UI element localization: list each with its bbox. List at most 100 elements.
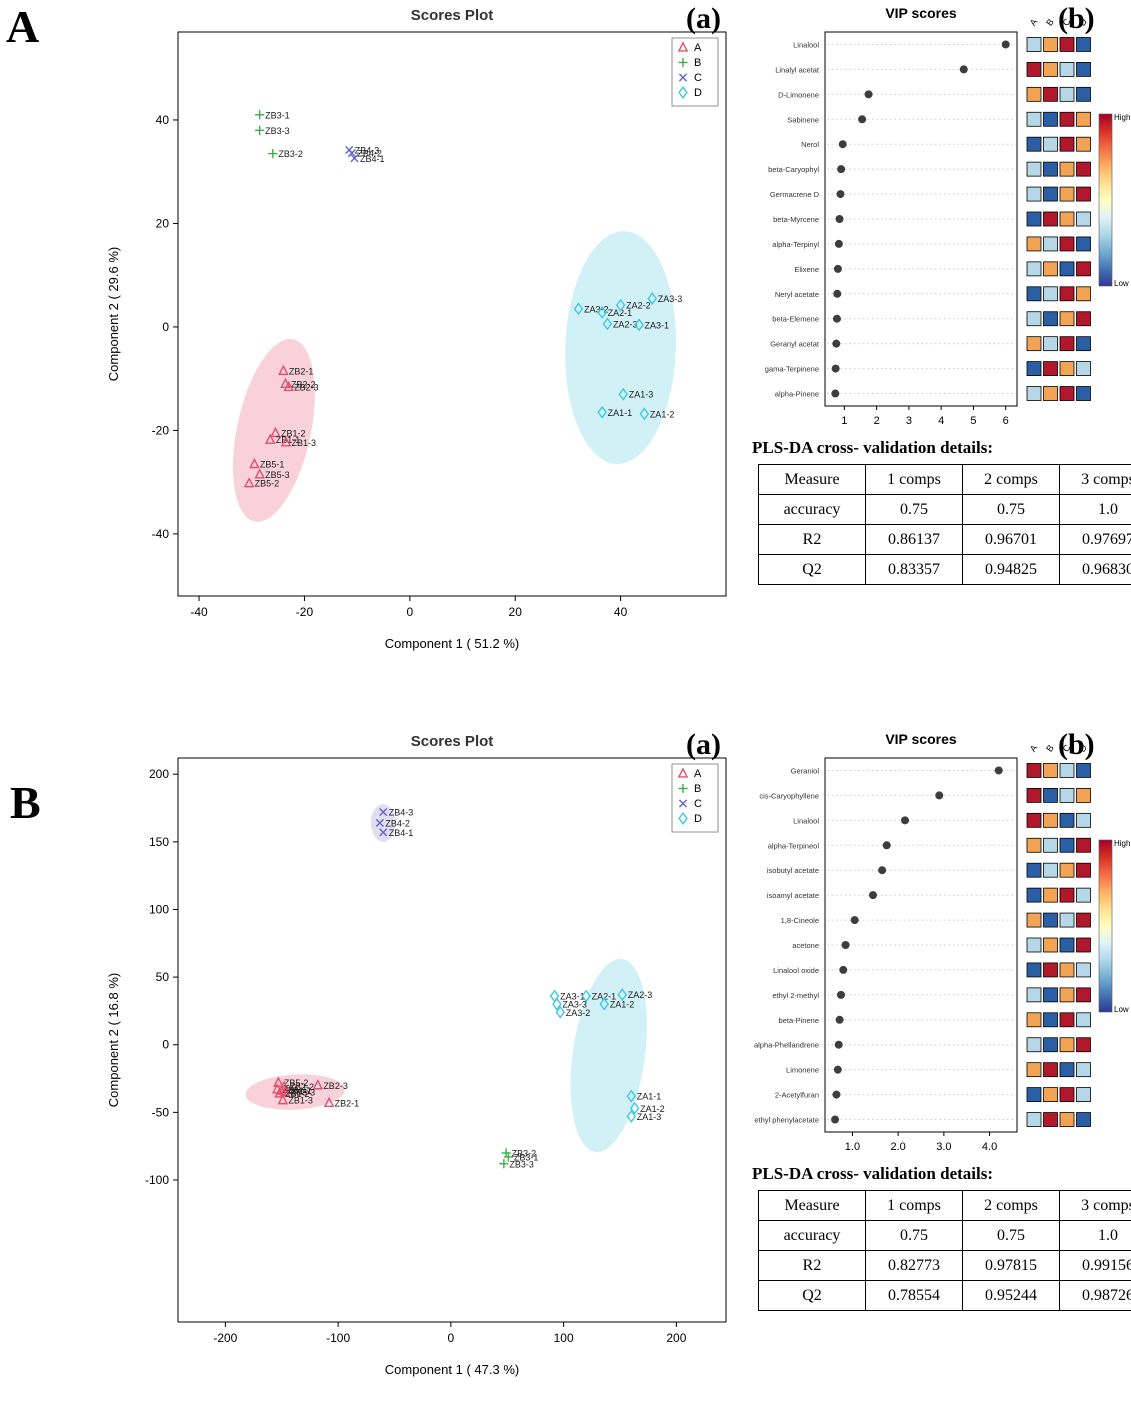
y-tick-label: 0 [162, 1038, 169, 1052]
vip-compound-label: Nerol [801, 140, 819, 149]
heatmap-cell [1044, 87, 1058, 101]
vip-compound-label: alpha-Terpineol [768, 841, 820, 850]
vip-compound-label: D-Limonene [778, 90, 819, 99]
heatmap-cell [1027, 237, 1041, 251]
heatmap-cell [1027, 37, 1041, 51]
heatmap-cell [1077, 312, 1091, 326]
x-tick-label: -200 [213, 1331, 237, 1345]
heatmap-cell [1077, 988, 1091, 1002]
heatmap-cell [1027, 1013, 1041, 1027]
y-axis-label: Component 2 ( 29.6 %) [106, 247, 121, 381]
point-label: ZA3-1 [645, 320, 670, 330]
vip-dot [831, 390, 839, 398]
vip-dot [835, 1041, 843, 1049]
heatmap-cell [1060, 763, 1074, 777]
heatmap-cell [1077, 813, 1091, 827]
vip-dot [836, 190, 844, 198]
vip-compound-label: Neryl acetate [775, 290, 819, 299]
point-label: ZB1-3 [288, 1096, 313, 1106]
vip-compound-label: acetone [792, 941, 819, 950]
heatmap-cell [1044, 963, 1058, 977]
cv-cell: Q2 [759, 1281, 866, 1311]
point-label: ZB3-3 [509, 1159, 534, 1169]
heatmap-cell [1044, 913, 1058, 927]
heatmap-cell [1044, 863, 1058, 877]
y-tick-label: 200 [149, 767, 169, 781]
heatmap-cell [1027, 137, 1041, 151]
cv-header-cell: 3 comps [1060, 465, 1131, 495]
vip-compound-label: isobutyl acetate [767, 866, 819, 875]
cv-cell: 0.78554 [866, 1281, 963, 1311]
cv-cell: 0.86137 [866, 525, 963, 555]
vip-title: VIP scores [885, 5, 957, 21]
heatmap-cell [1027, 337, 1041, 351]
colorbar [1099, 114, 1112, 286]
heatmap-cell [1027, 87, 1041, 101]
point-label: ZB4-1 [389, 828, 414, 838]
vip-x-tick-label: 4.0 [982, 1141, 997, 1153]
point-label: ZA2-3 [613, 319, 638, 329]
vip-dot [901, 816, 909, 824]
heatmap-cell [1044, 1088, 1058, 1102]
point-label: ZB5-1 [260, 460, 285, 470]
vip-dot [839, 966, 847, 974]
x-tick-label: 40 [614, 605, 628, 619]
point-label: ZA1-2 [650, 409, 675, 419]
x-axis-label: Component 1 ( 51.2 %) [385, 636, 519, 651]
y-tick-label: 150 [149, 835, 169, 849]
heatmap-cell [1077, 112, 1091, 126]
heatmap-cell [1044, 287, 1058, 301]
heatmap-cell [1044, 838, 1058, 852]
cv-cell: 0.75 [866, 1221, 963, 1251]
legend-label: B [694, 783, 701, 795]
cv-cell: 0.97815 [963, 1251, 1060, 1281]
legend-label: C [694, 798, 702, 810]
heatmap-cell [1077, 963, 1091, 977]
vip-compound-label: Germacrene D [770, 190, 820, 199]
scores-plot-title: Scores Plot [411, 733, 494, 750]
cv-cell: 0.96830 [1060, 555, 1131, 585]
vip-dot [834, 1066, 842, 1074]
heatmap-cell [1044, 262, 1058, 276]
cv-cell: 1.0 [1060, 1221, 1131, 1251]
x-tick-label: 0 [448, 1331, 455, 1345]
vip-dot [851, 916, 859, 924]
vip-x-tick-label: 6 [1003, 415, 1009, 427]
vip-x-tick-label: 2 [874, 415, 880, 427]
heatmap-cell [1027, 62, 1041, 76]
cv-header-cell: Measure [759, 465, 866, 495]
vip-dot [833, 290, 841, 298]
heatmap-cell [1060, 938, 1074, 952]
heatmap-cell [1060, 162, 1074, 176]
heatmap-cell [1077, 62, 1091, 76]
heatmap-cell [1044, 1113, 1058, 1127]
vip-dot [883, 841, 891, 849]
y-tick-label: -40 [152, 527, 170, 541]
heatmap-cell [1077, 87, 1091, 101]
heatmap-cell [1060, 1088, 1074, 1102]
heatmap-cell [1060, 988, 1074, 1002]
heatmap-cell [1077, 1088, 1091, 1102]
heatmap-cell [1060, 1038, 1074, 1052]
legend-label: D [694, 87, 702, 99]
point-label: ZA2-2 [626, 301, 651, 311]
heatmap-cell [1077, 888, 1091, 902]
x-tick-label: -40 [190, 605, 208, 619]
vip-dot [1002, 40, 1010, 48]
cv-cell: R2 [759, 1251, 866, 1281]
cv-cell: 0.95244 [963, 1281, 1060, 1311]
heatmap-cell [1027, 162, 1041, 176]
x-tick-label: -100 [326, 1331, 350, 1345]
heatmap-cell [1044, 137, 1058, 151]
vip-dot [839, 140, 847, 148]
heatmap-cell [1044, 387, 1058, 401]
vip-dot [842, 941, 850, 949]
heatmap-cell [1060, 913, 1074, 927]
